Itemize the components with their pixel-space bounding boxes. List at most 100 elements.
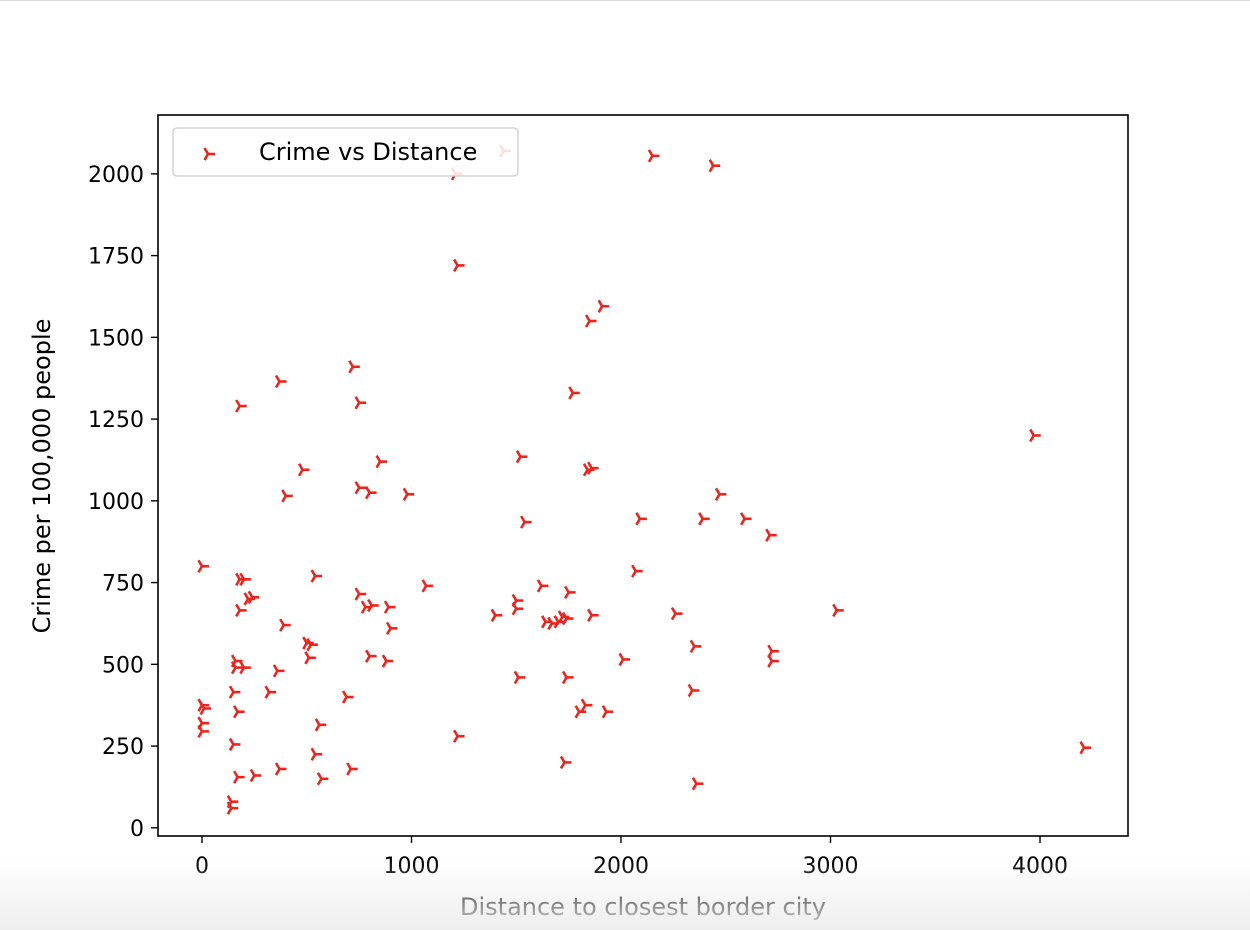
data-point (587, 461, 599, 475)
data-point (232, 705, 245, 719)
data-point (708, 159, 721, 173)
data-point (559, 755, 572, 770)
legend-label: Crime vs Distance (259, 138, 477, 166)
data-point (367, 598, 379, 613)
data-point (587, 608, 599, 622)
data-point (597, 299, 610, 313)
data-point (310, 569, 323, 583)
data-point (421, 579, 434, 593)
data-point (698, 512, 710, 526)
data-point (631, 564, 643, 578)
data-point (197, 724, 209, 739)
data-point (584, 314, 597, 328)
data-point (568, 386, 580, 400)
data-point (304, 651, 316, 665)
data-point (574, 705, 587, 719)
legend: Crime vs Distance (172, 127, 519, 177)
data-point (341, 690, 354, 704)
data-point (274, 374, 287, 389)
data-point (765, 528, 777, 542)
data-point (513, 670, 526, 685)
data-point (767, 654, 779, 668)
data-point (264, 685, 277, 699)
data-point (354, 396, 367, 410)
data-point (536, 579, 549, 593)
data-point (832, 603, 844, 618)
data-point (306, 638, 318, 652)
data-point (580, 698, 593, 712)
y-tick-label: 250 (102, 735, 144, 760)
y-tick-label: 2000 (88, 163, 144, 188)
data-point (235, 399, 247, 413)
data-point (281, 489, 293, 503)
data-point (647, 149, 660, 163)
data-point (635, 512, 647, 526)
data-point (354, 587, 367, 601)
data-point (314, 718, 327, 732)
y-tick-label: 1250 (88, 408, 144, 433)
data-point (714, 487, 727, 501)
y-tick-label: 750 (102, 572, 144, 597)
data-point (739, 512, 752, 526)
data-point (354, 481, 367, 495)
x-tick-label: 2000 (593, 854, 649, 879)
data-point (618, 652, 631, 667)
y-tick-label: 0 (130, 817, 144, 842)
data-point (520, 515, 532, 529)
data-point (561, 670, 574, 685)
data-point (274, 762, 287, 776)
y-tick-label: 1750 (88, 245, 144, 270)
data-point (239, 572, 251, 586)
data-point (511, 602, 524, 616)
x-tick-label: 0 (195, 854, 209, 879)
data-point (375, 454, 388, 469)
y-tick-label: 1500 (88, 326, 144, 351)
data-points (197, 144, 1092, 815)
data-point (239, 660, 251, 675)
data-point (348, 360, 360, 374)
legend-box (172, 127, 519, 177)
y-tick-label: 500 (102, 653, 144, 678)
data-point (230, 660, 243, 675)
data-point (232, 770, 245, 784)
data-point (402, 487, 415, 501)
data-point (197, 559, 209, 573)
data-point (385, 621, 398, 636)
data-point (279, 618, 291, 632)
data-point (601, 705, 614, 719)
data-point (452, 258, 465, 273)
data-point (228, 685, 241, 699)
x-tick-label: 4000 (1012, 854, 1068, 879)
data-point (452, 729, 465, 743)
data-point (364, 486, 377, 500)
data-point (670, 606, 683, 621)
data-point (310, 747, 323, 761)
legend-marker-glyph (203, 147, 215, 161)
data-point (346, 762, 358, 776)
data-point (689, 639, 702, 654)
data-point (515, 450, 528, 464)
data-point (297, 463, 310, 477)
data-point (364, 649, 377, 663)
data-point (381, 654, 394, 668)
data-point (383, 600, 396, 614)
x-axis-label: Distance to closest border city (460, 893, 826, 921)
x-tick-label: 1000 (383, 854, 439, 879)
data-point (1029, 428, 1041, 443)
x-tick-label: 3000 (803, 854, 859, 879)
plot-frame (157, 114, 1129, 837)
top-divider (0, 0, 1250, 1)
data-point (235, 603, 247, 618)
data-point (226, 801, 239, 815)
data-point (272, 664, 285, 678)
data-point (490, 608, 503, 622)
data-point (249, 768, 262, 783)
data-point (316, 772, 329, 786)
data-point (564, 585, 576, 600)
data-point (199, 701, 212, 716)
data-point (247, 590, 260, 604)
y-axis-label: Crime per 100,000 people (28, 319, 56, 634)
data-point (687, 683, 700, 698)
data-point (1079, 741, 1092, 755)
